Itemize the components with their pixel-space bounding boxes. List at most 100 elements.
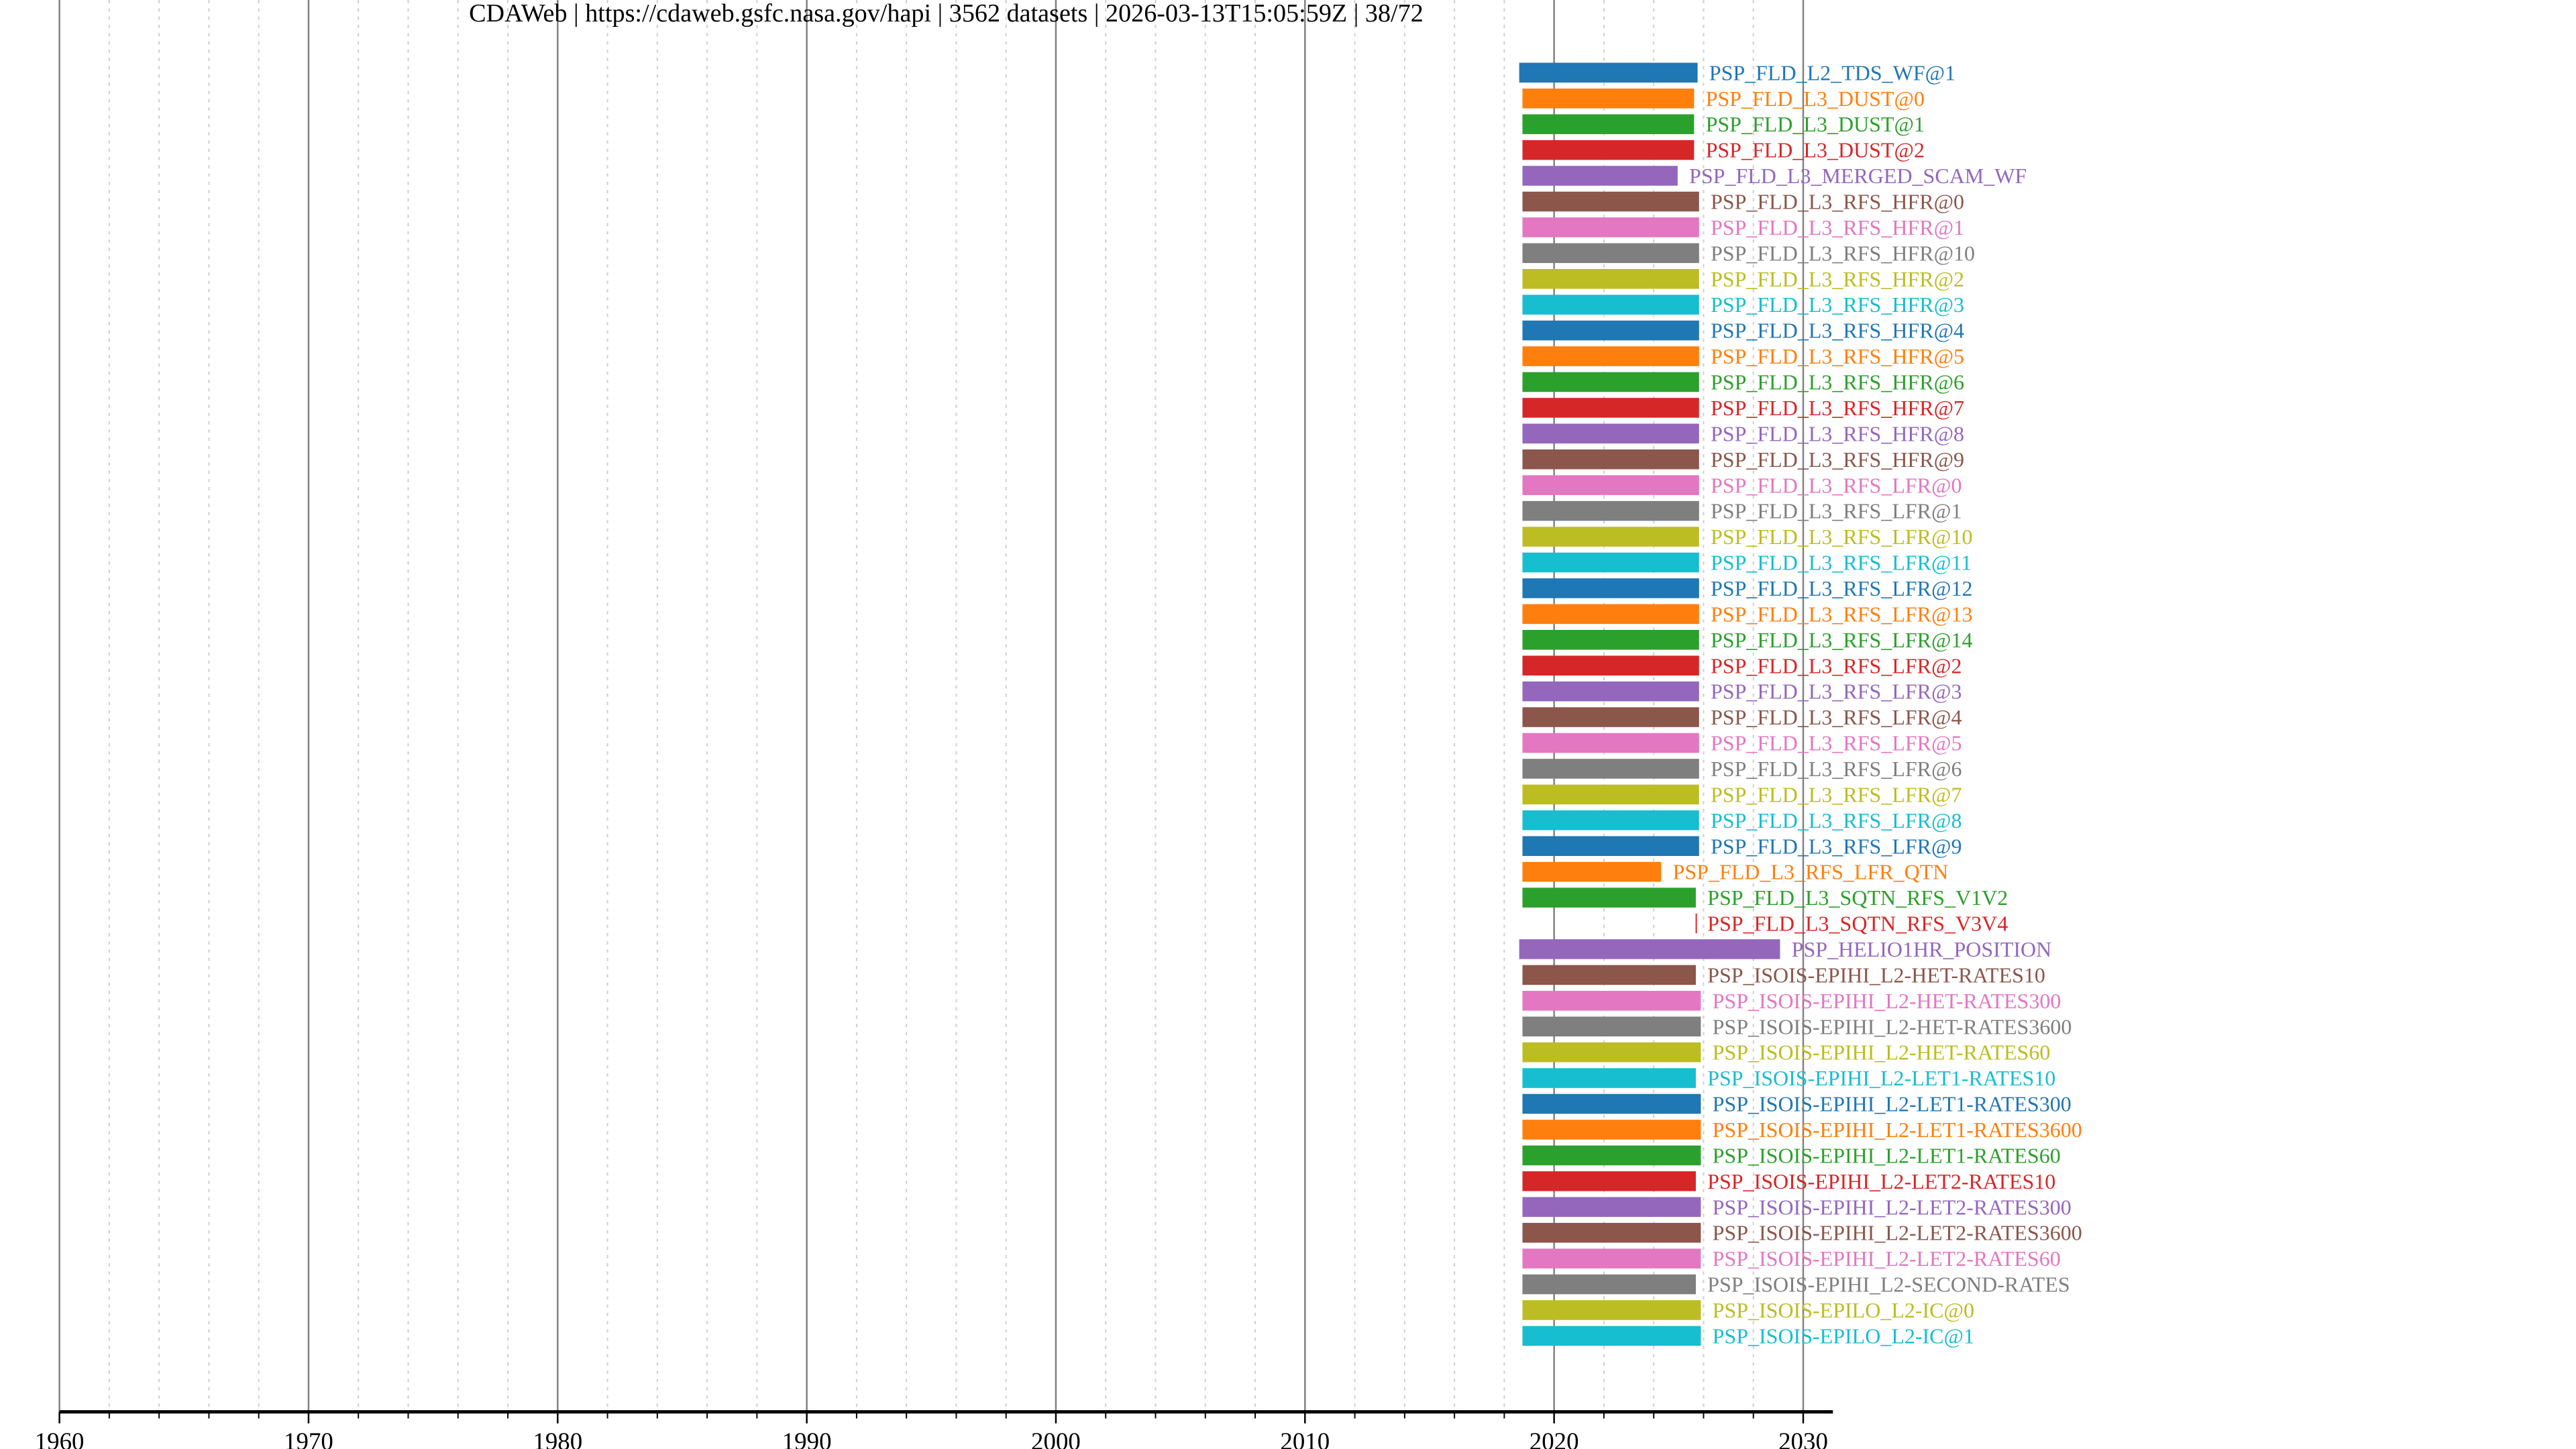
dataset-label[interactable]: PSP_FLD_L3_RFS_LFR@3 xyxy=(1711,680,1962,704)
dataset-bar[interactable] xyxy=(1522,372,1699,392)
dataset-bar[interactable] xyxy=(1522,475,1699,495)
dataset-label[interactable]: PSP_FLD_L3_RFS_LFR@13 xyxy=(1711,602,1972,626)
dataset-label[interactable]: PSP_FLD_L3_RFS_LFR@6 xyxy=(1711,757,1962,781)
dataset-bar[interactable] xyxy=(1695,913,1697,934)
dataset-bar[interactable] xyxy=(1522,888,1696,908)
dataset-label[interactable]: PSP_ISOIS-EPIHI_L2-LET1-RATES3600 xyxy=(1713,1118,2082,1142)
dataset-bar[interactable] xyxy=(1522,140,1695,160)
dataset-label[interactable]: PSP_FLD_L3_RFS_HFR@4 xyxy=(1711,319,1964,343)
dataset-label[interactable]: PSP_ISOIS-EPILO_L2-IC@0 xyxy=(1713,1298,1974,1322)
dataset-bar[interactable] xyxy=(1522,423,1699,444)
dataset-bar[interactable] xyxy=(1522,166,1678,186)
dataset-bar[interactable] xyxy=(1522,759,1699,779)
dataset-bar[interactable] xyxy=(1522,810,1699,830)
dataset-bar[interactable] xyxy=(1522,346,1699,366)
dataset-label[interactable]: PSP_HELIO1HR_POSITION xyxy=(1792,937,2052,961)
dataset-bar[interactable] xyxy=(1519,62,1698,83)
dataset-bar[interactable] xyxy=(1522,114,1695,134)
dataset-bar[interactable] xyxy=(1522,784,1699,805)
dataset-label[interactable]: PSP_FLD_L3_RFS_HFR@3 xyxy=(1711,292,1964,317)
dataset-label[interactable]: PSP_FLD_L3_RFS_LFR@11 xyxy=(1711,551,1972,575)
dataset-label[interactable]: PSP_FLD_L2_TDS_WF@1 xyxy=(1709,60,1955,85)
dataset-label[interactable]: PSP_FLD_L3_RFS_LFR@2 xyxy=(1711,653,1962,678)
dataset-label[interactable]: PSP_ISOIS-EPIHI_L2-LET2-RATES3600 xyxy=(1713,1221,2082,1245)
dataset-label[interactable]: PSP_ISOIS-EPIHI_L2-LET1-RATES60 xyxy=(1713,1143,2061,1167)
dataset-bar[interactable] xyxy=(1522,1145,1701,1166)
dataset-label[interactable]: PSP_FLD_L3_DUST@2 xyxy=(1706,138,1925,162)
dataset-label[interactable]: PSP_FLD_L3_RFS_HFR@2 xyxy=(1711,267,1964,291)
dataset-label[interactable]: PSP_ISOIS-EPIHI_L2-LET2-RATES10 xyxy=(1707,1169,2055,1193)
dataset-bar[interactable] xyxy=(1522,1197,1701,1218)
dataset-label[interactable]: PSP_ISOIS-EPIHI_L2-HET-RATES3600 xyxy=(1713,1014,2072,1038)
dataset-label[interactable]: PSP_ISOIS-EPIHI_L2-LET1-RATES300 xyxy=(1713,1092,2072,1116)
dataset-label[interactable]: PSP_ISOIS-EPIHI_L2-LET1-RATES10 xyxy=(1707,1066,2055,1090)
dataset-label[interactable]: PSP_FLD_L3_RFS_LFR@0 xyxy=(1711,473,1962,497)
dataset-label[interactable]: PSP_FLD_L3_RFS_LFR@14 xyxy=(1711,628,1972,652)
dataset-label[interactable]: PSP_ISOIS-EPIHI_L2-SECOND-RATES xyxy=(1707,1273,2070,1297)
dataset-label[interactable]: PSP_FLD_L3_RFS_HFR@5 xyxy=(1711,344,1964,368)
dataset-bar[interactable] xyxy=(1522,1093,1701,1114)
dataset-bar[interactable] xyxy=(1522,1171,1696,1191)
dataset-label[interactable]: PSP_FLD_L3_DUST@0 xyxy=(1706,87,1925,111)
dataset-label[interactable]: PSP_ISOIS-EPIHI_L2-HET-RATES300 xyxy=(1713,989,2061,1013)
dataset-bar[interactable] xyxy=(1522,243,1699,264)
dataset-label[interactable]: PSP_FLD_L3_RFS_LFR@10 xyxy=(1711,525,1972,549)
dataset-label[interactable]: PSP_ISOIS-EPIHI_L2-HET-RATES10 xyxy=(1707,963,2045,987)
dataset-bar[interactable] xyxy=(1522,733,1699,753)
dataset-bar[interactable] xyxy=(1522,1068,1696,1088)
dataset-bar[interactable] xyxy=(1522,1120,1701,1140)
dataset-label[interactable]: PSP_FLD_L3_SQTN_RFS_V3V4 xyxy=(1707,912,2008,936)
dataset-label[interactable]: PSP_FLD_L3_RFS_LFR_QTN xyxy=(1673,860,1949,884)
dataset-label[interactable]: PSP_FLD_L3_MERGED_SCAM_WF xyxy=(1689,164,2027,188)
dataset-bar[interactable] xyxy=(1522,217,1699,237)
dataset-bar[interactable] xyxy=(1522,268,1699,289)
dataset-bar[interactable] xyxy=(1522,965,1696,985)
dataset-bar[interactable] xyxy=(1522,861,1662,882)
dataset-label[interactable]: PSP_FLD_L3_SQTN_RFS_V1V2 xyxy=(1707,885,2008,910)
dataset-label[interactable]: PSP_FLD_L3_RFS_HFR@9 xyxy=(1711,447,1964,472)
dataset-label[interactable]: PSP_FLD_L3_RFS_HFR@0 xyxy=(1711,190,1964,214)
dataset-bar[interactable] xyxy=(1522,630,1699,650)
dataset-bar[interactable] xyxy=(1522,1222,1701,1243)
dataset-bar[interactable] xyxy=(1522,655,1699,676)
dataset-bar[interactable] xyxy=(1522,707,1699,727)
dataset-label[interactable]: PSP_FLD_L3_RFS_LFR@1 xyxy=(1711,499,1962,523)
dataset-bar[interactable] xyxy=(1522,500,1699,521)
dataset-label[interactable]: PSP_FLD_L3_RFS_LFR@4 xyxy=(1711,705,1962,729)
dataset-bar[interactable] xyxy=(1522,1042,1701,1063)
dataset-label[interactable]: PSP_ISOIS-EPILO_L2-IC@1 xyxy=(1713,1324,1974,1348)
dataset-label[interactable]: PSP_FLD_L3_RFS_HFR@1 xyxy=(1711,215,1964,239)
dataset-label[interactable]: PSP_ISOIS-EPIHI_L2-HET-RATES60 xyxy=(1713,1040,2051,1065)
dataset-bar[interactable] xyxy=(1522,398,1699,418)
dataset-label[interactable]: PSP_FLD_L3_RFS_HFR@6 xyxy=(1711,370,1964,394)
dataset-label[interactable]: PSP_FLD_L3_RFS_LFR@5 xyxy=(1711,731,1962,755)
dataset-bar[interactable] xyxy=(1522,191,1699,212)
dataset-bar[interactable] xyxy=(1522,578,1699,598)
dataset-bar[interactable] xyxy=(1522,604,1699,625)
dataset-label[interactable]: PSP_ISOIS-EPIHI_L2-LET2-RATES60 xyxy=(1713,1246,2061,1271)
dataset-label[interactable]: PSP_FLD_L3_RFS_LFR@9 xyxy=(1711,834,1962,858)
dataset-bar[interactable] xyxy=(1522,1248,1701,1269)
dataset-label[interactable]: PSP_FLD_L3_RFS_HFR@7 xyxy=(1711,396,1964,420)
dataset-bar[interactable] xyxy=(1522,294,1699,315)
dataset-label[interactable]: PSP_FLD_L3_RFS_HFR@10 xyxy=(1711,241,1975,265)
dataset-bar[interactable] xyxy=(1522,88,1695,109)
dataset-bar[interactable] xyxy=(1522,320,1699,341)
dataset-label[interactable]: PSP_FLD_L3_RFS_LFR@12 xyxy=(1711,576,1972,600)
dataset-bar[interactable] xyxy=(1522,681,1699,702)
dataset-label[interactable]: PSP_ISOIS-EPIHI_L2-LET2-RATES300 xyxy=(1713,1195,2072,1219)
dataset-bar[interactable] xyxy=(1522,991,1701,1011)
dataset-label[interactable]: PSP_FLD_L3_RFS_LFR@8 xyxy=(1711,808,1962,833)
dataset-bar[interactable] xyxy=(1522,836,1699,856)
dataset-bar[interactable] xyxy=(1522,1274,1696,1295)
dataset-bar[interactable] xyxy=(1522,552,1699,573)
dataset-bar[interactable] xyxy=(1522,1326,1701,1346)
dataset-bar[interactable] xyxy=(1522,527,1699,547)
dataset-bar[interactable] xyxy=(1522,449,1699,470)
dataset-bar[interactable] xyxy=(1522,1300,1701,1320)
dataset-label[interactable]: PSP_FLD_L3_DUST@1 xyxy=(1706,112,1925,136)
dataset-label[interactable]: PSP_FLD_L3_RFS_HFR@8 xyxy=(1711,421,1964,445)
dataset-label[interactable]: PSP_FLD_L3_RFS_LFR@7 xyxy=(1711,782,1962,806)
dataset-bar[interactable] xyxy=(1522,1016,1701,1036)
dataset-bar[interactable] xyxy=(1519,939,1780,959)
